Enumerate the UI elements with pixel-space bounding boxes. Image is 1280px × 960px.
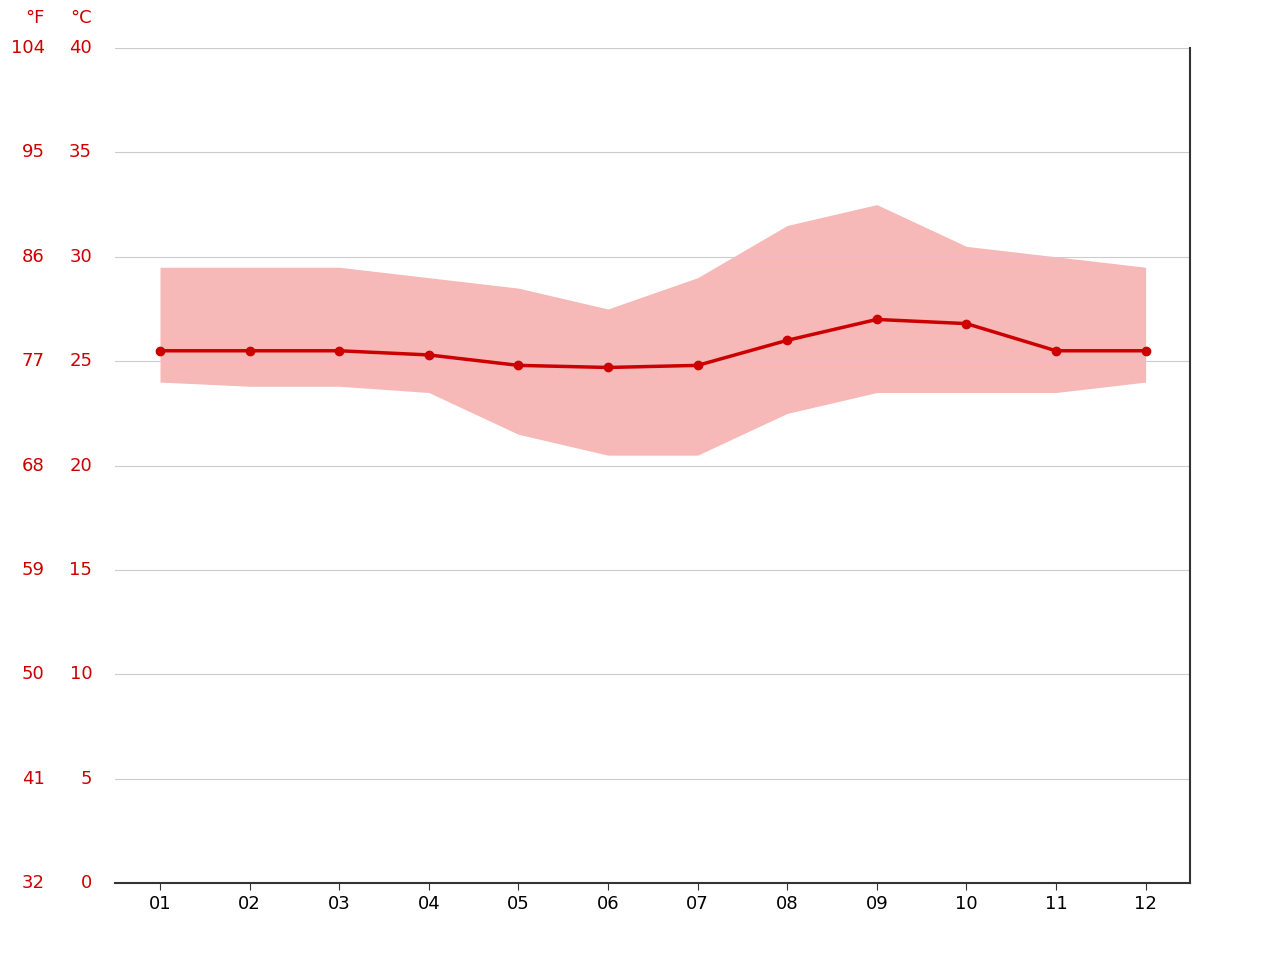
Text: 5: 5 bbox=[81, 770, 92, 788]
Text: °C: °C bbox=[70, 9, 92, 27]
Text: 86: 86 bbox=[22, 248, 45, 266]
Text: 77: 77 bbox=[22, 352, 45, 371]
Text: 35: 35 bbox=[69, 143, 92, 161]
Text: 41: 41 bbox=[22, 770, 45, 788]
Text: 0: 0 bbox=[81, 875, 92, 892]
Text: 32: 32 bbox=[22, 875, 45, 892]
Text: 104: 104 bbox=[10, 39, 45, 57]
Text: 95: 95 bbox=[22, 143, 45, 161]
Text: 25: 25 bbox=[69, 352, 92, 371]
Text: 68: 68 bbox=[22, 457, 45, 474]
Text: °F: °F bbox=[26, 9, 45, 27]
Text: 20: 20 bbox=[69, 457, 92, 474]
Text: 40: 40 bbox=[69, 39, 92, 57]
Text: 15: 15 bbox=[69, 561, 92, 579]
Text: 50: 50 bbox=[22, 665, 45, 684]
Text: 10: 10 bbox=[69, 665, 92, 684]
Text: 59: 59 bbox=[22, 561, 45, 579]
Text: 30: 30 bbox=[69, 248, 92, 266]
